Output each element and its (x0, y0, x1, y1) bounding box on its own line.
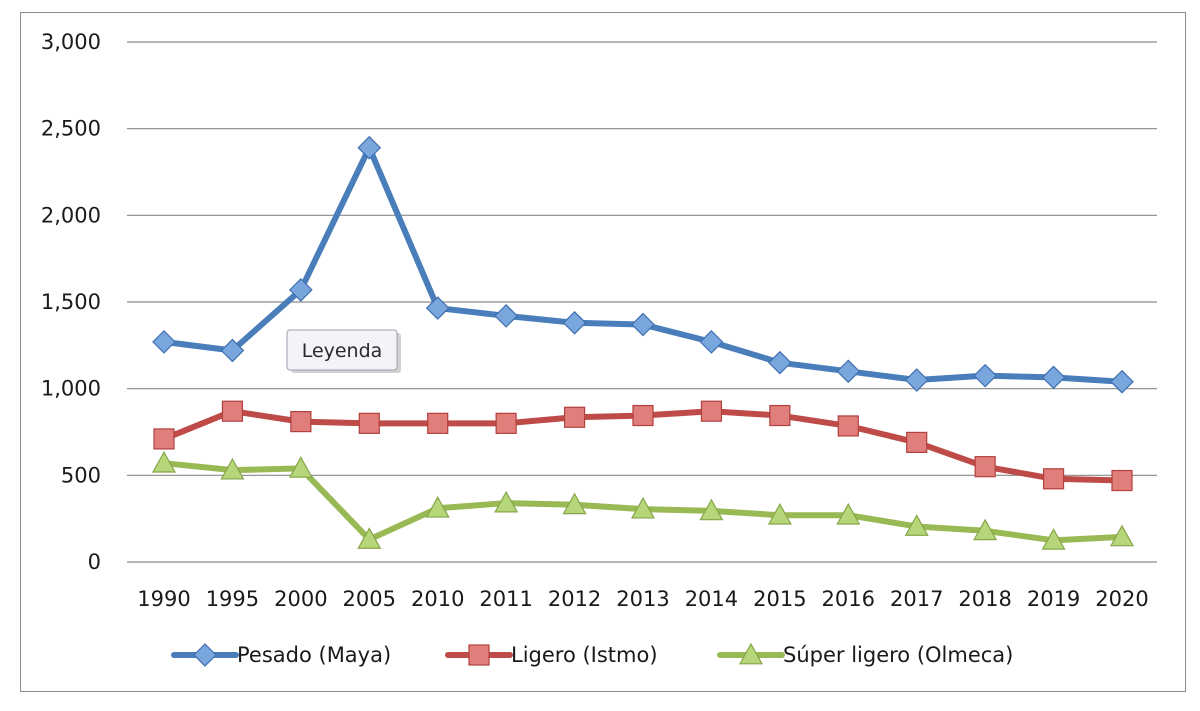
series-3 (151, 450, 1135, 550)
diamond-marker (152, 330, 176, 354)
square-marker (427, 412, 449, 434)
square-marker (837, 415, 859, 437)
x-tick-label: 2014 (685, 587, 738, 611)
diamond-marker (562, 310, 587, 335)
triangle-marker (1041, 528, 1066, 550)
y-tick-label: 500 (61, 463, 101, 487)
diamond-marker (1110, 369, 1134, 394)
x-tick-label: 2018 (958, 587, 1011, 611)
triangle-marker (630, 496, 656, 519)
diamond-marker (836, 359, 861, 384)
square-marker (974, 456, 996, 478)
series-2 (153, 400, 1133, 492)
y-tick-label: 1,000 (41, 377, 101, 401)
y-tick-label: 2,500 (41, 117, 101, 141)
x-tick-label: 1990 (137, 587, 190, 611)
diamond-marker (425, 296, 450, 320)
legend-label: Súper ligero (Olmeca) (783, 643, 1013, 667)
x-tick-label: 2005 (343, 587, 396, 611)
diamond-marker (631, 312, 655, 337)
y-axis-tick-labels: 0 500 1,000 1,500 2,000 2,500 3,000 (41, 30, 101, 574)
tooltip: Leyenda (286, 329, 401, 373)
triangle-marker (425, 496, 450, 518)
x-tick-label: 2019 (1027, 587, 1080, 611)
y-tick-label: 1,500 (41, 290, 101, 314)
y-tick-label: 0 (88, 550, 101, 574)
gridlines (127, 41, 1157, 563)
square-marker (495, 412, 517, 434)
x-axis-tick-labels: 1990 1995 2000 2005 2010 2011 2012 2013 2014 2015… (137, 587, 1148, 611)
legend: Pesado (Maya) Ligero (Istmo) Súper ligero … (171, 642, 1013, 667)
square-marker (358, 412, 380, 434)
x-tick-label: 2016 (822, 587, 875, 611)
x-tick-label: 2012 (548, 587, 601, 611)
x-tick-label: 2017 (890, 587, 943, 611)
x-tick-label: 2010 (411, 587, 464, 611)
diamond-marker (357, 135, 382, 160)
triangle-marker (357, 527, 382, 549)
diamond-marker (904, 368, 929, 392)
legend-entry: Ligero (Istmo) (445, 643, 658, 667)
tooltip-box (286, 329, 398, 371)
diamond-marker (289, 278, 313, 302)
triangle-marker (904, 514, 929, 536)
square-marker (468, 644, 490, 666)
diamond-marker (699, 330, 724, 354)
square-marker (1042, 468, 1065, 490)
square-marker (700, 400, 723, 422)
square-marker (632, 404, 654, 427)
square-marker (221, 400, 244, 422)
y-tick-label: 2,000 (41, 203, 101, 227)
legend-entry: Súper ligero (Olmeca) (717, 642, 1013, 667)
triangle-marker (494, 490, 519, 513)
triangle-marker (767, 502, 792, 525)
diamond-marker (1041, 365, 1066, 390)
chart-frame (20, 12, 1186, 692)
diamond-marker (973, 363, 997, 388)
triangle-marker (288, 456, 313, 478)
legend-entry: Pesado (Maya) (171, 643, 391, 667)
triangle-marker (1109, 524, 1135, 547)
series-1 (152, 135, 1134, 394)
diamond-marker (768, 350, 792, 375)
x-tick-label: 2013 (616, 587, 669, 611)
square-marker (769, 404, 791, 427)
triangle-marker (973, 518, 998, 541)
series-lines (151, 135, 1135, 550)
square-marker (563, 406, 586, 428)
x-tick-label: 2000 (274, 587, 327, 611)
triangle-marker (220, 457, 245, 480)
tooltip-text: Leyenda (302, 340, 383, 362)
square-marker (906, 431, 928, 453)
legend-label: Pesado (Maya) (237, 643, 391, 667)
square-marker (153, 428, 175, 450)
triangle-marker (151, 450, 177, 473)
triangle-marker (738, 642, 764, 665)
diamond-marker (193, 643, 217, 667)
x-tick-label: 2011 (479, 587, 532, 611)
triangle-marker (836, 502, 861, 525)
square-marker (290, 411, 312, 433)
triangle-marker (562, 492, 587, 515)
x-tick-label: 2020 (1095, 587, 1148, 611)
x-tick-label: 1995 (206, 587, 259, 611)
diamond-marker (494, 304, 518, 328)
legend-label: Ligero (Istmo) (511, 643, 658, 667)
diamond-marker (220, 338, 245, 363)
triangle-marker (699, 498, 724, 521)
square-marker (1111, 469, 1133, 492)
y-tick-label: 3,000 (41, 30, 101, 54)
x-tick-label: 2015 (753, 587, 806, 611)
